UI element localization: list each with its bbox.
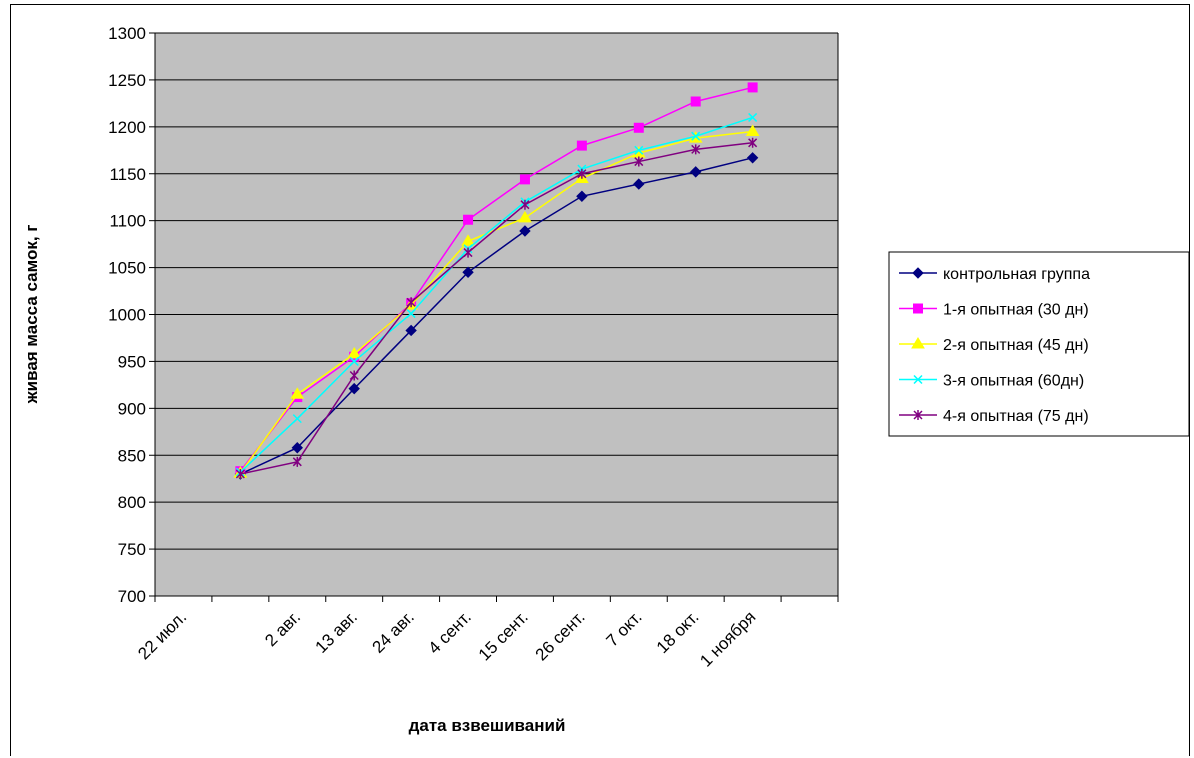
x-tick-label: 24 авг. xyxy=(368,607,417,656)
y-axis-title: живая масса самок, г xyxy=(22,225,41,405)
data-point xyxy=(519,225,531,237)
data-point xyxy=(348,382,360,395)
y-tick-label: 1300 xyxy=(108,24,146,43)
series-5 xyxy=(235,137,758,480)
y-tick-label: 750 xyxy=(118,540,146,559)
y-tick-label: 1000 xyxy=(108,306,146,325)
data-point xyxy=(462,266,474,278)
data-point xyxy=(405,324,417,337)
data-point xyxy=(745,124,760,137)
legend-label: 1-я опытная (30 дн) xyxy=(943,302,1089,319)
data-point xyxy=(349,356,359,366)
series-line xyxy=(240,142,753,475)
data-point xyxy=(690,96,701,107)
legend-marker xyxy=(912,267,924,279)
legend: контрольная группа 1-я опытная (30 дн) 2-я… xyxy=(888,251,1190,437)
y-tick-label: 700 xyxy=(118,587,146,606)
data-point xyxy=(463,247,473,258)
legend-marker xyxy=(913,303,923,314)
data-point xyxy=(634,156,644,167)
data-point xyxy=(463,214,474,225)
data-point xyxy=(634,145,644,155)
data-point xyxy=(406,297,416,308)
x-tick-label: 13 авг. xyxy=(312,607,361,656)
data-point xyxy=(461,234,475,246)
data-point xyxy=(576,190,588,202)
data-point xyxy=(748,137,758,148)
x-tick-label: 22 июл. xyxy=(134,607,190,663)
data-point xyxy=(746,152,759,164)
legend-label: 4-я опытная (75 дн) xyxy=(943,408,1089,425)
data-point xyxy=(349,370,359,381)
data-point xyxy=(747,82,758,93)
y-tick-label: 1250 xyxy=(108,71,146,90)
data-point xyxy=(290,387,305,399)
y-tick-label: 800 xyxy=(118,493,146,512)
legend-label: контрольная группа xyxy=(943,266,1090,283)
x-tick-label: 4 сент. xyxy=(425,607,475,657)
y-tick-label: 850 xyxy=(118,446,146,465)
data-point xyxy=(520,199,530,210)
data-point xyxy=(633,178,645,190)
data-point xyxy=(292,456,302,467)
y-tick-label: 900 xyxy=(118,399,146,418)
y-tick-label: 950 xyxy=(118,352,146,371)
legend-box xyxy=(888,251,1190,437)
series-line xyxy=(239,116,753,473)
y-tick-label: 1200 xyxy=(108,118,146,137)
data-point xyxy=(235,469,245,480)
data-point xyxy=(519,174,530,185)
x-axis-title: дата взвешиваний xyxy=(409,716,566,735)
data-point xyxy=(748,112,758,122)
data-point xyxy=(690,166,702,178)
legend-marker xyxy=(911,337,925,349)
plot-area: 700 750 800 850 900 950 1000 1050 1100 1150 1200 12… xyxy=(108,24,839,671)
x-tick-label: 18 окт. xyxy=(653,607,703,657)
data-point xyxy=(633,122,644,133)
x-tick-label: 2 авг. xyxy=(261,607,304,650)
legend-label: 3-я опытная (60дн) xyxy=(943,373,1084,390)
x-tick-label: 15 сент. xyxy=(475,607,532,664)
x-tick-label: 1 ноября xyxy=(696,607,759,670)
series-line xyxy=(239,86,753,472)
y-tick-label: 1100 xyxy=(109,212,146,231)
legend-label: 2-я опытная (45 дн) xyxy=(943,337,1089,354)
data-point xyxy=(292,414,302,424)
series-4 xyxy=(235,112,758,477)
data-point xyxy=(691,131,701,141)
data-point xyxy=(691,144,701,155)
x-tick-label: 7 окт. xyxy=(603,607,646,650)
legend-marker xyxy=(913,410,923,420)
data-point xyxy=(518,210,532,223)
data-point xyxy=(291,442,303,454)
data-point xyxy=(577,168,587,179)
x-tick-label: 26 сент. xyxy=(532,607,589,664)
y-tick-label: 1050 xyxy=(108,259,146,278)
legend-marker xyxy=(913,374,923,385)
y-tick-label: 1150 xyxy=(109,165,146,184)
data-point xyxy=(406,309,416,319)
data-point xyxy=(576,140,587,151)
data-point xyxy=(347,346,362,359)
